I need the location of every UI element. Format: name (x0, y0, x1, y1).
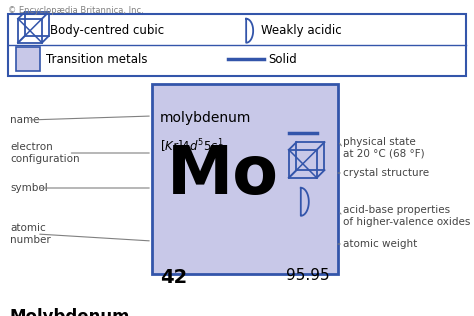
Text: molybdenum: molybdenum (160, 111, 251, 125)
Text: acid-base properties
of higher-valence oxides: acid-base properties of higher-valence o… (343, 205, 470, 227)
Text: atomic weight: atomic weight (343, 239, 417, 249)
Text: $[Kr]4d^{5}5s^{1}$: $[Kr]4d^{5}5s^{1}$ (160, 137, 224, 155)
Text: electron
configuration: electron configuration (10, 142, 80, 164)
Text: Mo: Mo (167, 142, 279, 208)
Text: crystal structure: crystal structure (343, 168, 429, 178)
Bar (8, 14, 466, 76)
Text: atomic
number: atomic number (10, 223, 51, 245)
Bar (152, 84, 338, 274)
Text: Solid: Solid (268, 53, 297, 66)
Text: Body-centred cubic: Body-centred cubic (50, 24, 164, 37)
Text: 42: 42 (160, 268, 187, 287)
Text: © Encyclopædia Britannica, Inc.: © Encyclopædia Britannica, Inc. (8, 6, 144, 15)
Text: symbol: symbol (10, 183, 48, 193)
Text: name: name (10, 115, 39, 125)
Text: physical state
at 20 °C (68 °F): physical state at 20 °C (68 °F) (343, 137, 425, 159)
Text: Transition metals: Transition metals (46, 53, 147, 66)
Bar (16, 47, 40, 71)
Text: 95.95: 95.95 (286, 268, 330, 283)
Text: Weakly acidic: Weakly acidic (261, 24, 342, 37)
Text: Molybdenum: Molybdenum (10, 308, 130, 316)
